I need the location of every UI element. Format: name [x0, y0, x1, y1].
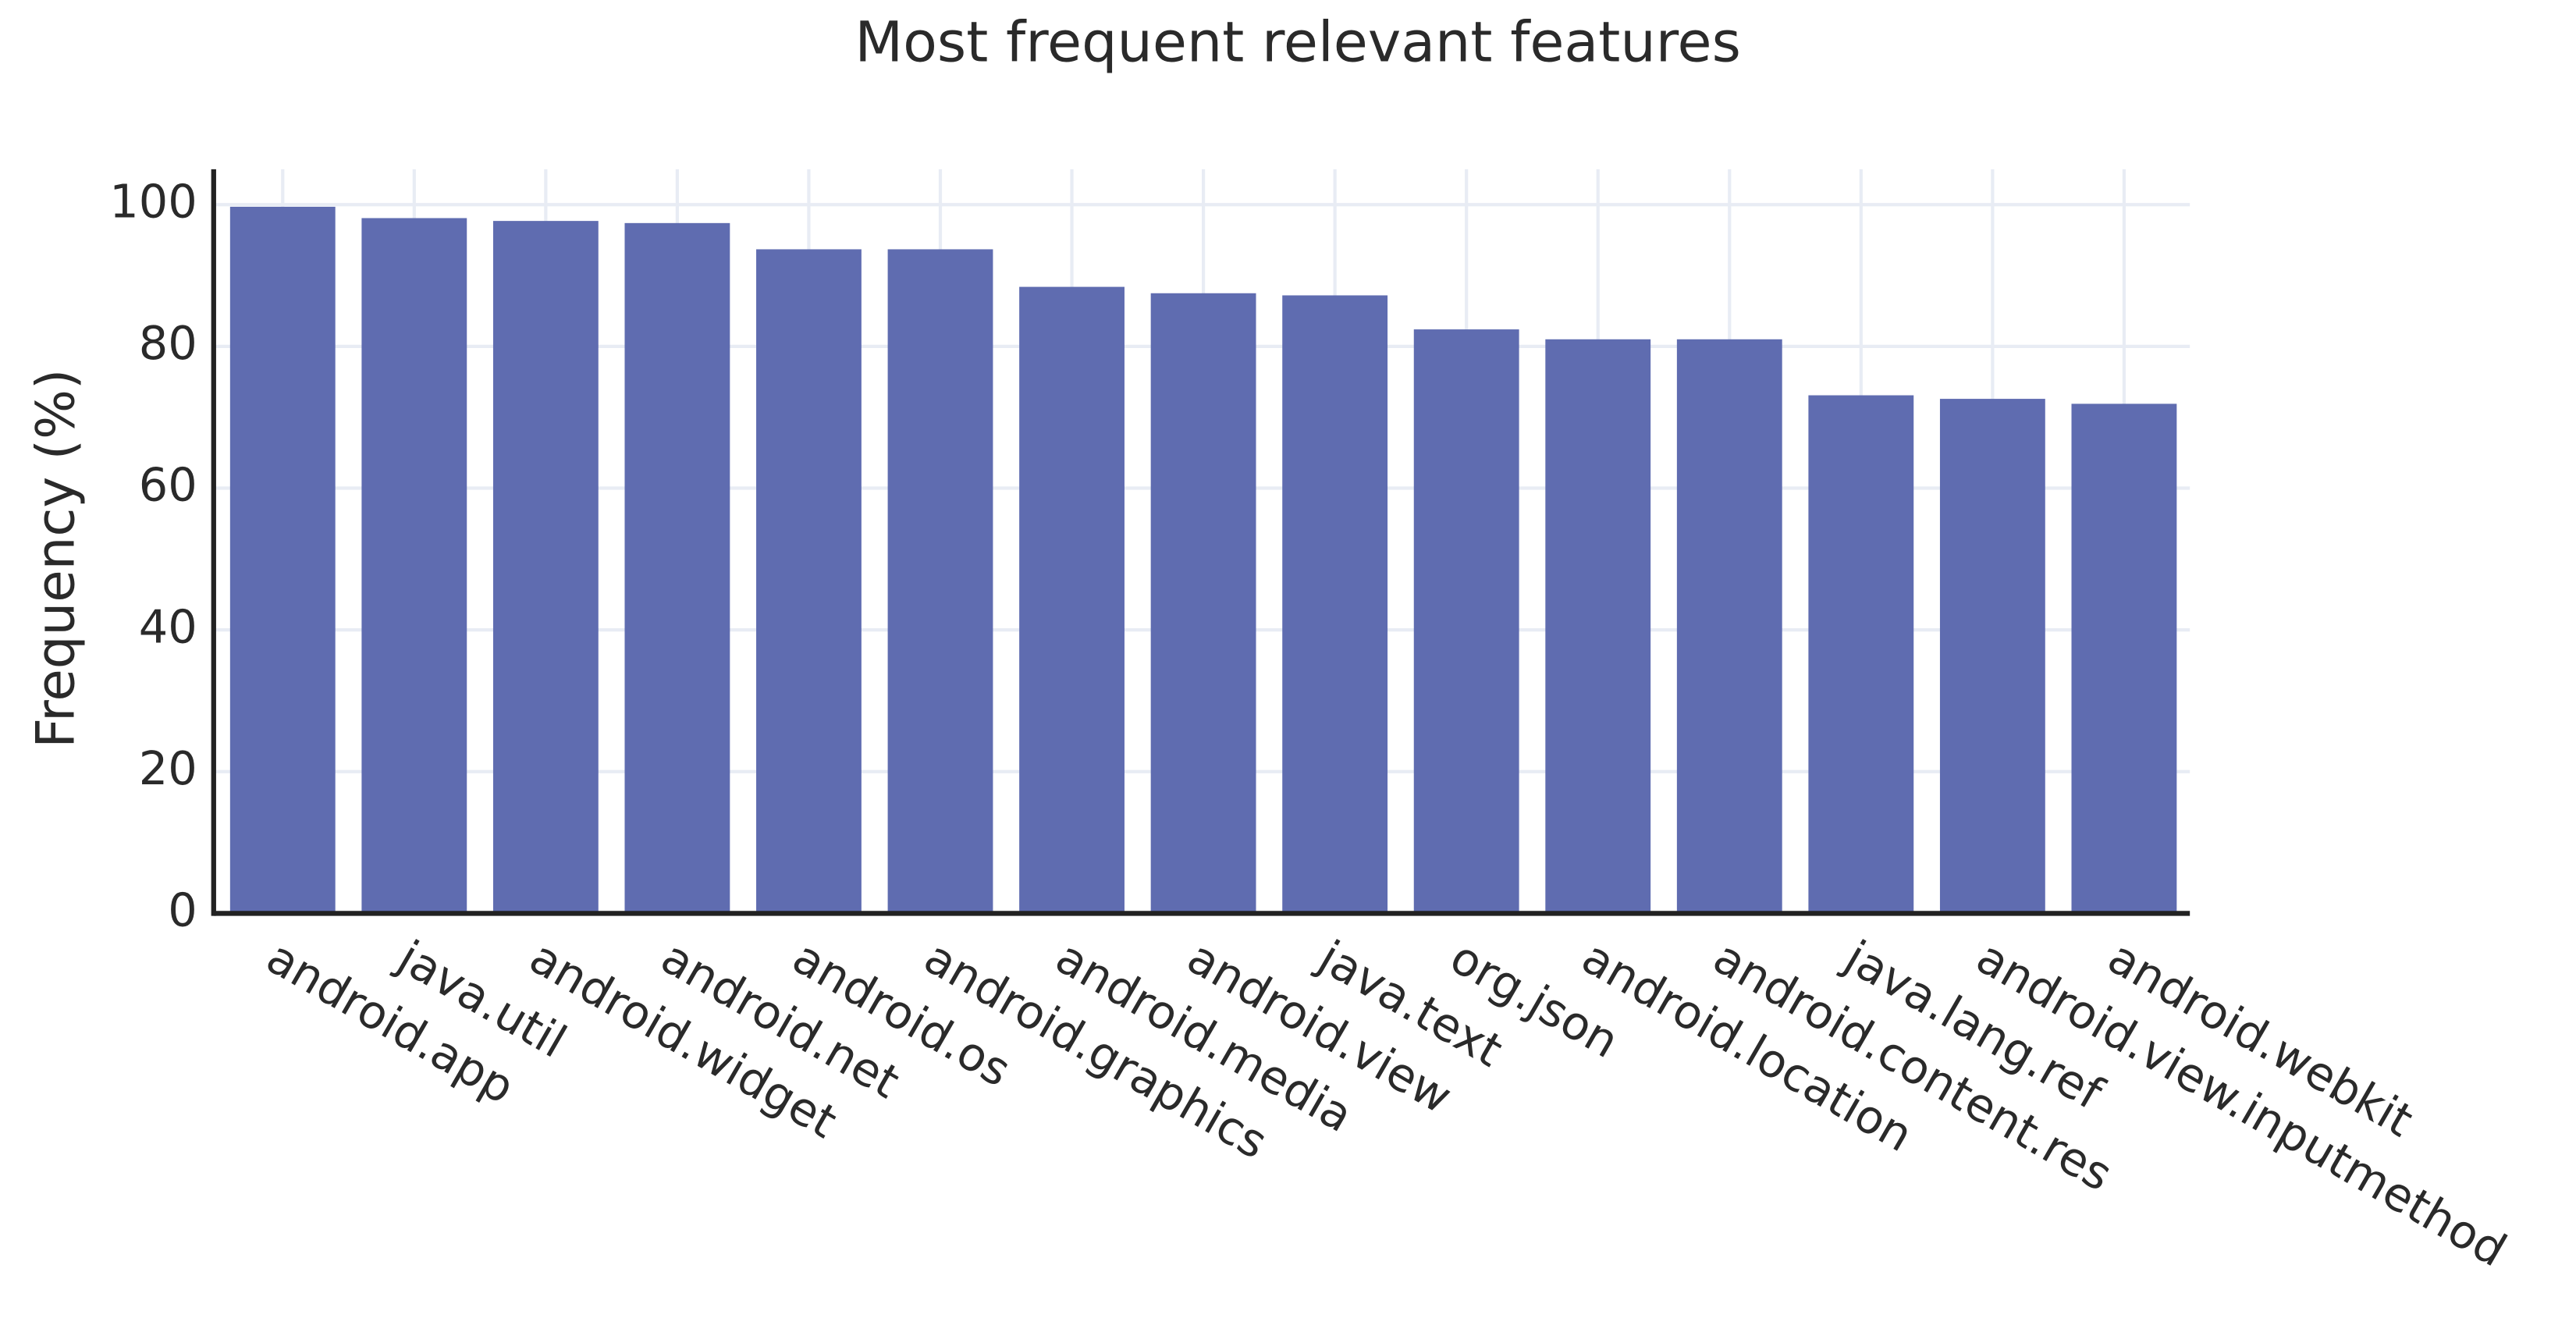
y-tick-label: 80 [139, 316, 197, 370]
bar [1676, 339, 1782, 914]
bar [887, 249, 993, 914]
bar [1939, 399, 2045, 914]
bar [1282, 295, 1388, 914]
bar [1413, 329, 1519, 914]
y-axis-label: Frequency (%) [24, 369, 86, 748]
bar [1150, 293, 1256, 914]
bar [2071, 403, 2177, 914]
bar [361, 218, 467, 914]
bar [492, 221, 599, 914]
x-tick-label: android.view.inputmethod [1967, 929, 2515, 1277]
y-tick-label: 100 [109, 174, 197, 228]
y-tick-label: 0 [168, 883, 197, 937]
y-tick-label: 20 [139, 741, 197, 795]
bar [1545, 339, 1651, 914]
y-tick-label: 40 [139, 599, 197, 653]
y-tick-label: 60 [139, 458, 197, 512]
bar [1019, 286, 1125, 914]
chart-title: Most frequent relevant features [855, 9, 1740, 74]
bar [756, 249, 862, 914]
bar [624, 222, 730, 914]
bar [229, 206, 336, 914]
bar [1808, 395, 1914, 914]
